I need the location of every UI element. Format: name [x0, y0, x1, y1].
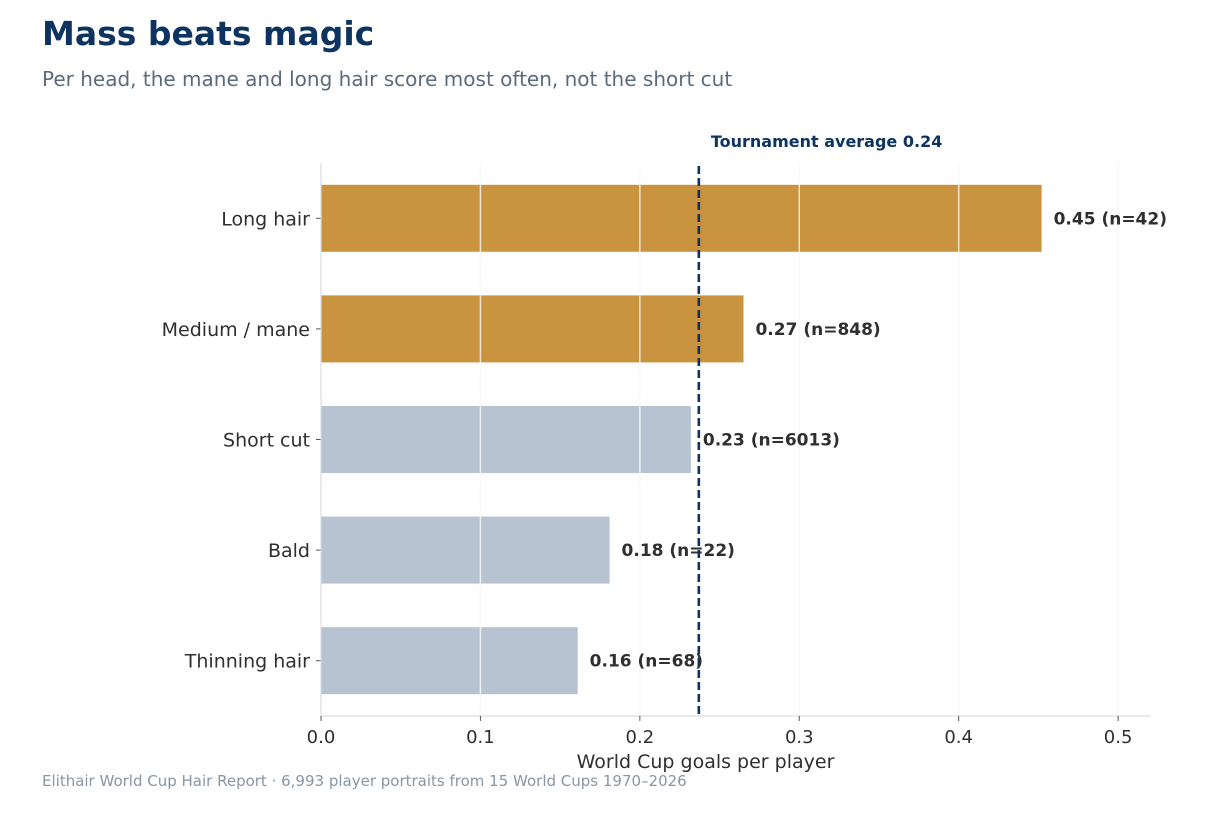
category-label: Bald: [268, 540, 310, 562]
x-tick-label: 0.1: [466, 727, 495, 748]
x-tick-label: 0.5: [1104, 727, 1133, 748]
category-label: Thinning hair: [184, 651, 310, 673]
bar: [321, 295, 744, 363]
bar: [321, 516, 610, 584]
x-tick-label: 0.3: [785, 727, 814, 748]
value-label: 0.16 (n=68): [590, 652, 703, 672]
value-label: 0.18 (n=22): [622, 541, 735, 561]
reference-line-group: Tournament average 0.24: [697, 132, 943, 716]
chart-subtitle: Per head, the mane and long hair score m…: [42, 67, 733, 91]
category-label: Medium / mane: [162, 319, 310, 341]
bar: [321, 184, 1042, 252]
value-label: 0.27 (n=848): [755, 320, 880, 340]
chart-title: Mass beats magic: [42, 14, 375, 53]
value-label: 0.45 (n=42): [1054, 209, 1167, 229]
reference-line-label: Tournament average 0.24: [711, 132, 943, 151]
x-axis-title: World Cup goals per player: [577, 751, 835, 773]
bar: [321, 406, 691, 473]
x-tick-label: 0.0: [307, 727, 336, 748]
value-label: 0.23 (n=6013): [703, 431, 840, 451]
axes: 0.0 0.1 0.2 0.3 0.4 0.5 World Cup goals per pl…: [307, 163, 1150, 773]
x-tick-label: 0.2: [626, 727, 655, 748]
category-label: Long hair: [221, 208, 310, 230]
chart-footer: Elithair World Cup Hair Report · 6,993 p…: [42, 772, 687, 790]
bars: [321, 184, 1042, 695]
gridlines-overlay: [479, 163, 1119, 716]
category-label: Short cut: [223, 430, 310, 452]
x-tick-label: 0.4: [944, 727, 973, 748]
labels: Long hair 0.45 (n=42) Medium / mane 0.27 (n…: [162, 208, 1167, 672]
bar: [321, 627, 578, 695]
